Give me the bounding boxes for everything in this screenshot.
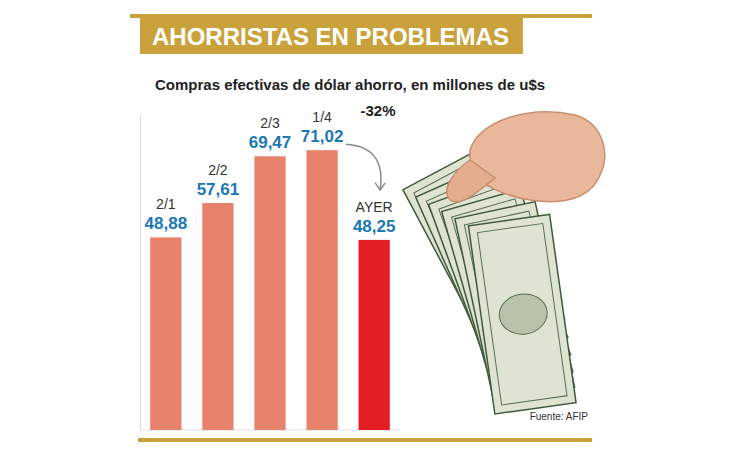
bottom-rule — [138, 438, 592, 442]
hand — [470, 112, 605, 202]
chart: AHORRISTAS EN PROBLEMAS Compras efectivas… — [0, 0, 730, 460]
value-label: 69,47 — [249, 133, 292, 152]
category-label: 1/4 — [312, 109, 332, 125]
source: Fuente: AFIP — [530, 411, 589, 422]
annotation-arrowhead — [375, 183, 385, 190]
bar — [202, 203, 233, 430]
annotation: -32% — [361, 102, 396, 119]
bill-portrait — [497, 291, 550, 337]
value-label: 48,88 — [145, 214, 188, 233]
bill-border — [477, 223, 567, 404]
bars — [150, 150, 390, 430]
subtitle: Compras efectivas de dólar ahorro, en mi… — [155, 76, 545, 93]
y-axis-line — [140, 115, 141, 430]
category-label: 2/1 — [156, 196, 176, 212]
bar — [359, 240, 390, 430]
value-label: 71,02 — [301, 127, 344, 146]
value-label: 48,25 — [353, 217, 396, 236]
bill — [468, 214, 576, 414]
money-illustration — [403, 112, 605, 414]
title-banner — [140, 18, 523, 54]
bar — [306, 150, 337, 430]
title: AHORRISTAS EN PROBLEMAS — [152, 23, 509, 50]
category-label: AYER — [356, 199, 393, 215]
y-axis — [140, 115, 142, 430]
bar — [254, 156, 285, 430]
value-label: 57,61 — [197, 180, 240, 199]
top-rule — [130, 14, 592, 18]
bar — [150, 237, 181, 430]
category-label: 2/3 — [260, 115, 280, 131]
thumb — [447, 160, 495, 202]
category-label: 2/2 — [208, 162, 228, 178]
bill-paper — [468, 214, 576, 414]
labels: 48,88 57,61 69,47 71,02 48,25 2/1 2/2 2/3 1/4 AYE… — [145, 109, 396, 236]
